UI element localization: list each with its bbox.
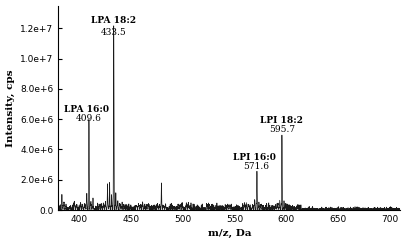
Text: LPA 18:2: LPA 18:2 bbox=[91, 16, 136, 25]
Y-axis label: Intensity, cps: Intensity, cps bbox=[6, 69, 15, 147]
Text: LPA 16:0: LPA 16:0 bbox=[64, 105, 109, 114]
Text: 571.6: 571.6 bbox=[243, 163, 269, 171]
Text: LPI 18:2: LPI 18:2 bbox=[260, 116, 303, 125]
X-axis label: m/z, Da: m/z, Da bbox=[207, 229, 250, 238]
Text: 409.6: 409.6 bbox=[75, 114, 101, 123]
Text: 433.5: 433.5 bbox=[100, 28, 126, 37]
Text: LPI 16:0: LPI 16:0 bbox=[232, 153, 275, 162]
Text: 595.7: 595.7 bbox=[268, 125, 294, 134]
